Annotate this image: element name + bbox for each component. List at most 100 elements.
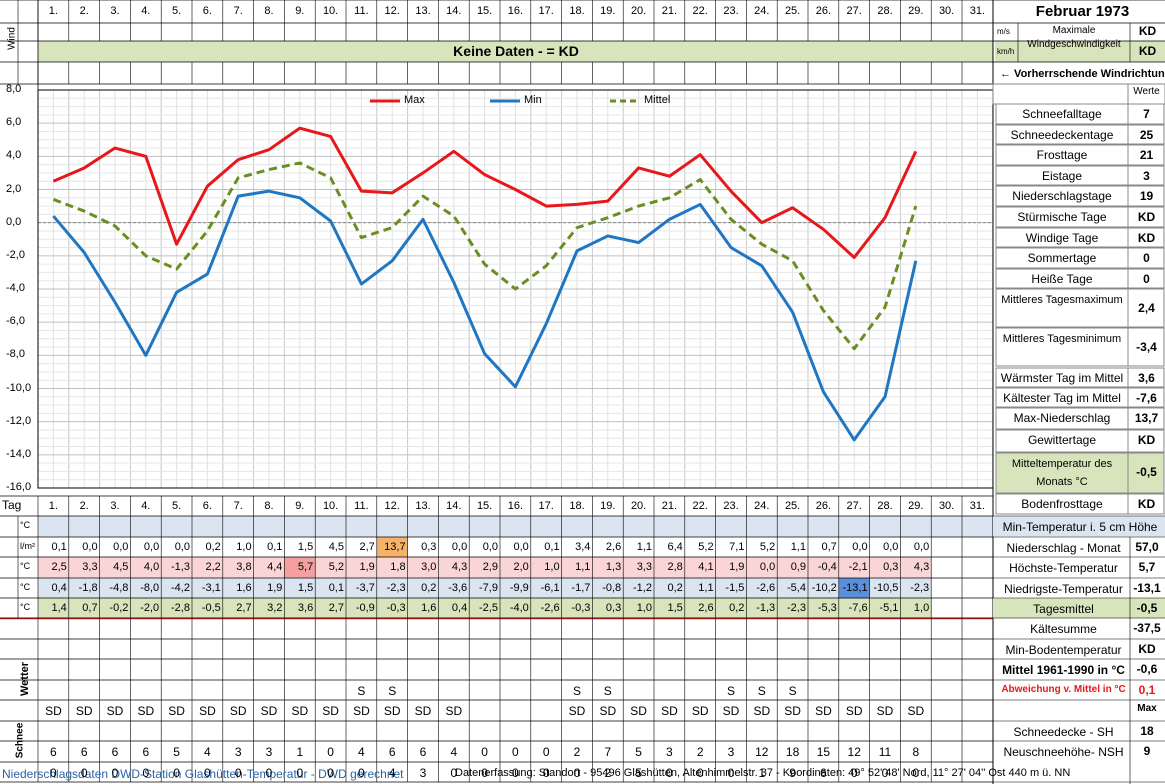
header-day-20: 20. (630, 5, 647, 17)
stat-value: KD (1137, 210, 1156, 224)
stat-value: 3 (1143, 169, 1150, 183)
row-unit: °C (20, 520, 31, 530)
new-snow-cell: 0 (204, 766, 211, 780)
stat-label: Heiße Tage (1031, 272, 1093, 286)
stat-value: KD (1137, 497, 1156, 511)
stat-box (995, 206, 1165, 228)
snow-depth-cell: 6 (419, 745, 427, 759)
max-cell: 1,8 (390, 561, 406, 573)
table-day-22: 22. (692, 500, 708, 512)
stat-label: Sommertage (1027, 251, 1097, 265)
stat-box (995, 493, 1165, 515)
weather-sd-cell: SD (414, 704, 432, 718)
precip-cell: 0,0 (451, 541, 468, 553)
max-wind-ms: KD (1138, 24, 1157, 38)
max-cell: 0,3 (883, 561, 899, 573)
new-snow-cell: 6 (820, 766, 827, 780)
row-unit: l/m² (20, 541, 35, 551)
y-tick-label: 6,0 (6, 116, 22, 129)
weather-sd-cell: SD (753, 704, 771, 718)
mittel-cell: 1,5 (667, 602, 683, 614)
header-day-21: 21. (661, 5, 678, 17)
snow-depth-cell: 3 (727, 745, 735, 759)
header-day-23: 23. (723, 5, 739, 17)
weather-sd-cell: SD (630, 704, 647, 718)
weather-sd-cell: SD (661, 704, 678, 718)
right-value: KD (1138, 642, 1156, 656)
mittel-cell: -0,9 (355, 602, 375, 614)
max-wind-label: Maximale Windgeschwindigkeit (1027, 25, 1121, 50)
new-snow-cell: 5 (635, 766, 642, 780)
stat-label: Stürmische Tage (1017, 210, 1107, 224)
y-tick-label: -4,0 (6, 282, 25, 294)
weather-s-cell: S (788, 684, 797, 698)
precip-cell: 0,3 (421, 541, 437, 553)
max-cell: 4,1 (698, 561, 714, 573)
min-cell: -1,8 (78, 582, 98, 594)
wind-kmh-row-bg (995, 41, 1165, 62)
precip-highlight (376, 537, 408, 558)
header-day-22: 22. (692, 5, 708, 17)
mittel-cell: 2,6 (698, 602, 714, 614)
weather-s-cell: S (757, 684, 766, 698)
stat-label: Kältester Tag im Mittel (1003, 391, 1121, 405)
y-tick-label: 0,0 (6, 215, 22, 228)
new-snow-cell: 9 (789, 766, 796, 780)
max-cell: 1,9 (729, 561, 745, 573)
min-highlight (838, 578, 870, 599)
snow-depth-cell: 0 (542, 745, 550, 759)
precip-cell: 0,2 (205, 541, 221, 553)
header-day-10: 10. (322, 5, 339, 17)
stat-value: 13,7 (1134, 411, 1159, 425)
unit-kmh: km/h (997, 47, 1015, 56)
stat-label: Mittleres Tagesmaximum (1001, 294, 1123, 306)
stat-box (995, 367, 1165, 388)
min-cell: -1,7 (571, 582, 591, 594)
mittel-cell: -2,5 (479, 602, 498, 614)
weather-s-cell: S (388, 684, 397, 698)
legend-label-mittel: Mittel (644, 94, 671, 106)
weather-s-cell: S (357, 684, 366, 698)
precip-cell: 7,1 (729, 541, 745, 553)
snow-depth-cell: 12 (847, 745, 861, 759)
new-snow-cell: 0 (111, 766, 119, 780)
new-snow-cell: 0 (296, 766, 304, 780)
table-day-18: 18. (569, 500, 585, 512)
min-cell: 1,5 (297, 582, 314, 594)
schnee-label: Schnee (14, 722, 26, 759)
stat-box (995, 452, 1165, 494)
mittel-cell: 0,4 (451, 602, 468, 614)
snow-depth-cell: 6 (111, 745, 119, 759)
month-title: Februar 1973 (1035, 3, 1130, 20)
precip-cell: 0,0 (113, 541, 129, 553)
header-day-14: 14. (446, 5, 462, 17)
weather-sd-cell: SD (784, 704, 801, 718)
header-day-6: 6. (202, 5, 212, 17)
stat-box (995, 247, 1165, 269)
weather-s-cell: S (603, 684, 612, 698)
blank-row-bg (38, 516, 993, 537)
new-snow-cell: 0 (327, 766, 334, 780)
right-value: -37,5 (1133, 621, 1161, 635)
precip-cell: 5,2 (698, 541, 714, 553)
new-snow-cell: 0 (666, 766, 673, 780)
max-cell: 3,0 (421, 561, 437, 573)
new-snow-cell: 0 (696, 766, 704, 780)
precip-cell: 0,0 (143, 541, 160, 553)
unit-ms: m/s (997, 27, 1010, 36)
precip-cell: 1,0 (236, 541, 252, 553)
mittel-cell: -4,0 (509, 602, 529, 614)
precip-cell: 0,0 (174, 541, 190, 553)
y-tick-label: -2,0 (6, 248, 25, 261)
stat-value: -7,6 (1136, 391, 1157, 405)
min-cell: -7,9 (479, 582, 498, 594)
no-data-banner-bg (38, 41, 993, 62)
precip-cell: 0,0 (513, 541, 529, 553)
right-row-bg (993, 598, 1165, 619)
right-row-bg (993, 516, 1165, 537)
table-day-25: 25. (784, 500, 801, 512)
min-cell: 1,9 (267, 582, 283, 594)
precip-cell: 2,7 (359, 541, 375, 553)
header-day-4: 4. (141, 5, 151, 17)
